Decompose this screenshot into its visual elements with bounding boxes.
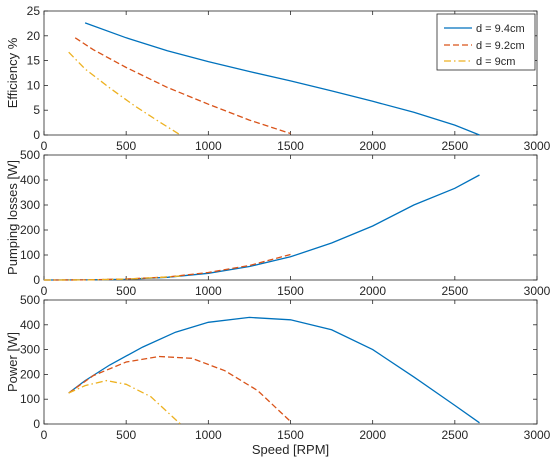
x-tick-label: 3000 [524,139,550,153]
x-tick-label: 1500 [277,284,304,298]
x-tick-label: 1500 [277,139,304,153]
series-line-d-9-2cm [43,253,291,281]
y-axis-label: Efficiency % [5,37,20,108]
x-tick-label: 1000 [195,428,222,442]
x-tick-label: 2500 [441,139,468,153]
x-tick-label: 1500 [277,428,304,442]
legend-entry-2: d = 9.2cm [444,40,525,52]
y-tick-label: 100 [20,248,40,262]
legend-entry-1: d = 9.4cm [444,23,525,35]
x-tick-label: 1000 [195,284,222,298]
x-tick-label: 2000 [359,139,386,153]
y-tick-label: 200 [20,223,40,237]
series-line-d-9-2cm [74,37,291,135]
x-tick-label: 2000 [359,428,386,442]
series-line-d-9-2cm [68,355,291,422]
y-tick-label: 25 [27,4,41,18]
x-tick-label: 2500 [441,284,468,298]
pumping-losses-panel: 0 500 1000 1500 2000 2500 3000 0 100 200 300 400 500… [5,148,550,298]
series-line-d-9cm [43,275,181,281]
y-tick-label: 300 [20,198,40,212]
y-axis-label: Pumping losses [W] [5,160,20,275]
legend-entry-3: d = 9cm [444,56,515,68]
y-tick-label: 20 [27,29,41,43]
series-line-d-9cm [68,51,181,136]
x-tick-label: 2500 [441,428,468,442]
y-tick-label: 15 [27,54,41,68]
x-tick-label: 3000 [524,284,550,298]
y-tick-label: 200 [20,367,40,381]
y-tick-label: 100 [20,392,40,406]
legend-label-d94: d = 9.4cm [476,23,525,35]
x-tick-label: 1000 [195,139,222,153]
series-line-d-9cm [68,379,181,425]
y-tick-label: 500 [20,148,40,162]
legend-box [436,13,536,71]
legend: d = 9.4cm d = 9.2cm d = 9cm [436,13,536,71]
x-tick-label: 0 [41,139,48,153]
y-tick-label: 400 [20,318,40,332]
plot-area [43,154,538,281]
y-tick-label: 5 [33,103,40,117]
x-axis-label: Speed [RPM] [252,442,329,457]
legend-label-d9: d = 9cm [476,56,515,68]
series-line-d-9-4cm [84,22,480,136]
x-tick-label: 0 [41,284,48,298]
x-tick-label: 0 [41,428,48,442]
legend-label-d92: d = 9.2cm [476,40,525,52]
y-tick-label: 10 [27,78,41,92]
y-tick-label: 300 [20,343,40,357]
y-tick-label: 0 [33,273,40,287]
y-tick-label: 0 [33,417,40,431]
x-tick-label: 500 [116,139,136,153]
y-tick-label: 500 [20,293,40,307]
plot-area [43,299,538,425]
y-tick-label: 400 [20,173,40,187]
x-tick-label: 3000 [524,428,550,442]
y-axis-label: Power [W] [5,332,20,392]
y-tick-label: 0 [33,128,40,142]
x-tick-label: 500 [116,284,136,298]
x-tick-label: 2000 [359,284,386,298]
power-panel: 0 500 1000 1500 2000 2500 3000 0 100 200 300 400 500… [5,293,550,457]
series-line-d-9-4cm [68,316,480,424]
x-tick-label: 500 [116,428,136,442]
